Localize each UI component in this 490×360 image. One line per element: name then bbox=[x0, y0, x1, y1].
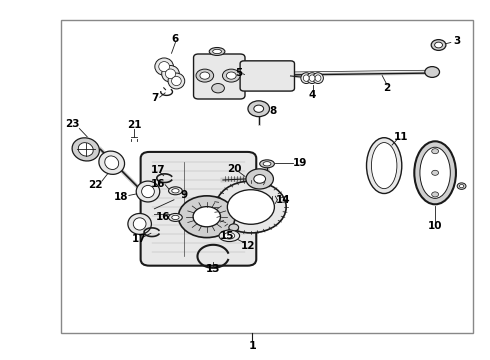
Ellipse shape bbox=[263, 162, 271, 166]
Ellipse shape bbox=[136, 181, 160, 202]
Text: 16: 16 bbox=[155, 212, 170, 222]
Circle shape bbox=[216, 181, 286, 233]
Ellipse shape bbox=[457, 183, 466, 189]
Circle shape bbox=[432, 170, 439, 175]
Ellipse shape bbox=[309, 75, 315, 81]
Text: 7: 7 bbox=[151, 93, 159, 103]
Circle shape bbox=[425, 67, 440, 77]
Ellipse shape bbox=[169, 213, 182, 221]
Ellipse shape bbox=[303, 75, 309, 81]
Text: 17: 17 bbox=[131, 234, 146, 244]
Ellipse shape bbox=[313, 73, 323, 84]
Ellipse shape bbox=[435, 42, 442, 48]
Ellipse shape bbox=[142, 185, 154, 198]
Text: 12: 12 bbox=[241, 240, 256, 251]
Ellipse shape bbox=[307, 73, 318, 84]
Text: 14: 14 bbox=[276, 195, 291, 205]
Text: 2: 2 bbox=[384, 83, 391, 93]
Circle shape bbox=[196, 69, 214, 82]
Ellipse shape bbox=[224, 233, 235, 239]
Ellipse shape bbox=[420, 147, 450, 198]
Ellipse shape bbox=[209, 48, 225, 55]
Circle shape bbox=[178, 196, 235, 238]
Text: 5: 5 bbox=[236, 68, 243, 78]
Text: 17: 17 bbox=[150, 165, 165, 175]
Ellipse shape bbox=[460, 184, 464, 188]
FancyBboxPatch shape bbox=[240, 61, 294, 91]
Ellipse shape bbox=[172, 189, 179, 193]
Text: 18: 18 bbox=[114, 192, 129, 202]
Ellipse shape bbox=[105, 156, 119, 170]
Ellipse shape bbox=[260, 160, 274, 168]
Circle shape bbox=[248, 101, 270, 117]
Circle shape bbox=[193, 207, 220, 227]
Text: 8: 8 bbox=[270, 105, 277, 116]
FancyBboxPatch shape bbox=[141, 152, 256, 266]
Text: 20: 20 bbox=[227, 164, 242, 174]
Ellipse shape bbox=[301, 73, 312, 84]
Text: 23: 23 bbox=[65, 119, 80, 129]
Ellipse shape bbox=[172, 215, 179, 220]
Text: 1: 1 bbox=[248, 341, 256, 351]
Ellipse shape bbox=[162, 66, 179, 82]
Ellipse shape bbox=[78, 143, 93, 156]
Circle shape bbox=[432, 149, 439, 154]
Text: 11: 11 bbox=[393, 132, 408, 142]
Ellipse shape bbox=[169, 187, 182, 195]
Ellipse shape bbox=[99, 151, 124, 174]
Circle shape bbox=[246, 169, 273, 189]
Text: 9: 9 bbox=[180, 190, 187, 200]
Text: 22: 22 bbox=[88, 180, 103, 190]
Ellipse shape bbox=[172, 76, 181, 86]
Circle shape bbox=[229, 224, 239, 231]
Ellipse shape bbox=[371, 143, 397, 189]
Circle shape bbox=[222, 69, 240, 82]
Text: 13: 13 bbox=[206, 264, 220, 274]
Ellipse shape bbox=[168, 73, 185, 89]
Ellipse shape bbox=[315, 75, 321, 81]
Circle shape bbox=[200, 72, 210, 79]
Ellipse shape bbox=[133, 218, 146, 230]
FancyBboxPatch shape bbox=[194, 54, 245, 99]
Ellipse shape bbox=[155, 58, 173, 75]
Ellipse shape bbox=[213, 49, 221, 54]
Circle shape bbox=[212, 84, 224, 93]
Ellipse shape bbox=[415, 141, 456, 204]
Ellipse shape bbox=[367, 138, 402, 194]
Circle shape bbox=[227, 190, 274, 224]
Text: 6: 6 bbox=[172, 33, 179, 44]
Text: 15: 15 bbox=[220, 231, 234, 241]
Text: 10: 10 bbox=[428, 221, 442, 231]
Text: 4: 4 bbox=[309, 90, 317, 100]
Text: 21: 21 bbox=[127, 120, 142, 130]
Text: 19: 19 bbox=[293, 158, 307, 168]
Ellipse shape bbox=[128, 213, 151, 234]
Ellipse shape bbox=[219, 230, 240, 242]
Circle shape bbox=[226, 72, 236, 79]
Ellipse shape bbox=[166, 69, 175, 78]
Ellipse shape bbox=[159, 62, 170, 72]
Ellipse shape bbox=[72, 138, 99, 161]
Circle shape bbox=[254, 105, 264, 112]
Circle shape bbox=[254, 175, 266, 183]
Circle shape bbox=[432, 192, 439, 197]
Bar bbox=[61, 20, 473, 333]
Text: 3: 3 bbox=[454, 36, 461, 46]
Ellipse shape bbox=[431, 40, 446, 50]
Text: 16: 16 bbox=[150, 179, 165, 189]
